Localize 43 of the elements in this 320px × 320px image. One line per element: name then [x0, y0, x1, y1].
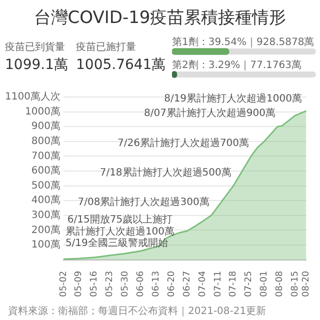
x-tick-label: 05-30: [120, 270, 131, 298]
y-tick-label: 700萬: [31, 150, 60, 162]
annotation: 7/18累計施打人次超過500萬: [100, 166, 232, 178]
x-tick-label: 07-11: [213, 270, 224, 298]
x-tick-label: 08-20: [302, 270, 312, 298]
text: 疫苗已到貨量: [5, 40, 66, 54]
y-tick-label: 100萬: [31, 238, 60, 251]
annotation: 7/08累計施打人次超過300萬: [78, 196, 210, 208]
x-tick-label: 08-01: [260, 270, 270, 298]
annotation: 7/26累計施打人次超過700萬: [117, 136, 250, 149]
annotation: 8/07累計施打人次超過900萬: [144, 107, 276, 120]
x-tick-label: 05-02: [58, 270, 69, 298]
x-tick-label: 05-09: [74, 270, 84, 298]
text: 疫苗已施打量: [76, 40, 137, 54]
x-tick-label: 06-13: [151, 270, 162, 298]
x-tick-label: 07-18: [228, 270, 239, 298]
x-tick-label: 05-16: [90, 270, 100, 298]
y-tick-label: 400萬: [31, 194, 60, 206]
data-label: 第2劑：3.29%｜77.1763萬: [172, 59, 302, 72]
y-tick-label: 900萬: [31, 120, 60, 132]
y-tick-label: 1000萬: [24, 105, 60, 118]
annotation: 6/15開放75歲以上施打累計施打人次超過100萬: [65, 214, 175, 238]
x-tick-label: 08-08: [275, 270, 286, 298]
x-tick-label: 08-15: [290, 270, 301, 298]
x-tick-label: 06-27: [182, 270, 192, 298]
x-tick-label: 06-20: [166, 270, 177, 298]
y-tick-label: 200萬: [31, 224, 60, 236]
text: 1099.1萬: [5, 56, 68, 74]
annotation: 8/19累計施打人次超過1000萬: [164, 92, 302, 104]
y-tick-label: 1100萬人次: [4, 90, 60, 103]
y-tick-label: 300萬: [31, 209, 60, 222]
text: 台灣COVID-19疫苗累積接種情形: [32, 7, 288, 29]
y-tick-label: 500萬: [31, 179, 60, 192]
x-tick-label: 07-25: [244, 270, 254, 298]
source-note: 資料來源：衛福部；每週日不公布資料｜2021-08-21更新: [7, 304, 268, 318]
data-label: 第1劑：39.54%｜928.5878萬: [172, 36, 314, 48]
x-tick-label: 06-06: [136, 270, 146, 298]
y-tick-label: 600萬: [31, 164, 60, 177]
x-tick-label: 07-04: [198, 270, 208, 298]
text: 1005.7641萬: [76, 56, 166, 74]
annotation: 5/19全國三級警戒開始: [65, 237, 168, 250]
y-tick-label: 800萬: [31, 135, 60, 148]
x-tick-label: 05-23: [105, 270, 116, 298]
